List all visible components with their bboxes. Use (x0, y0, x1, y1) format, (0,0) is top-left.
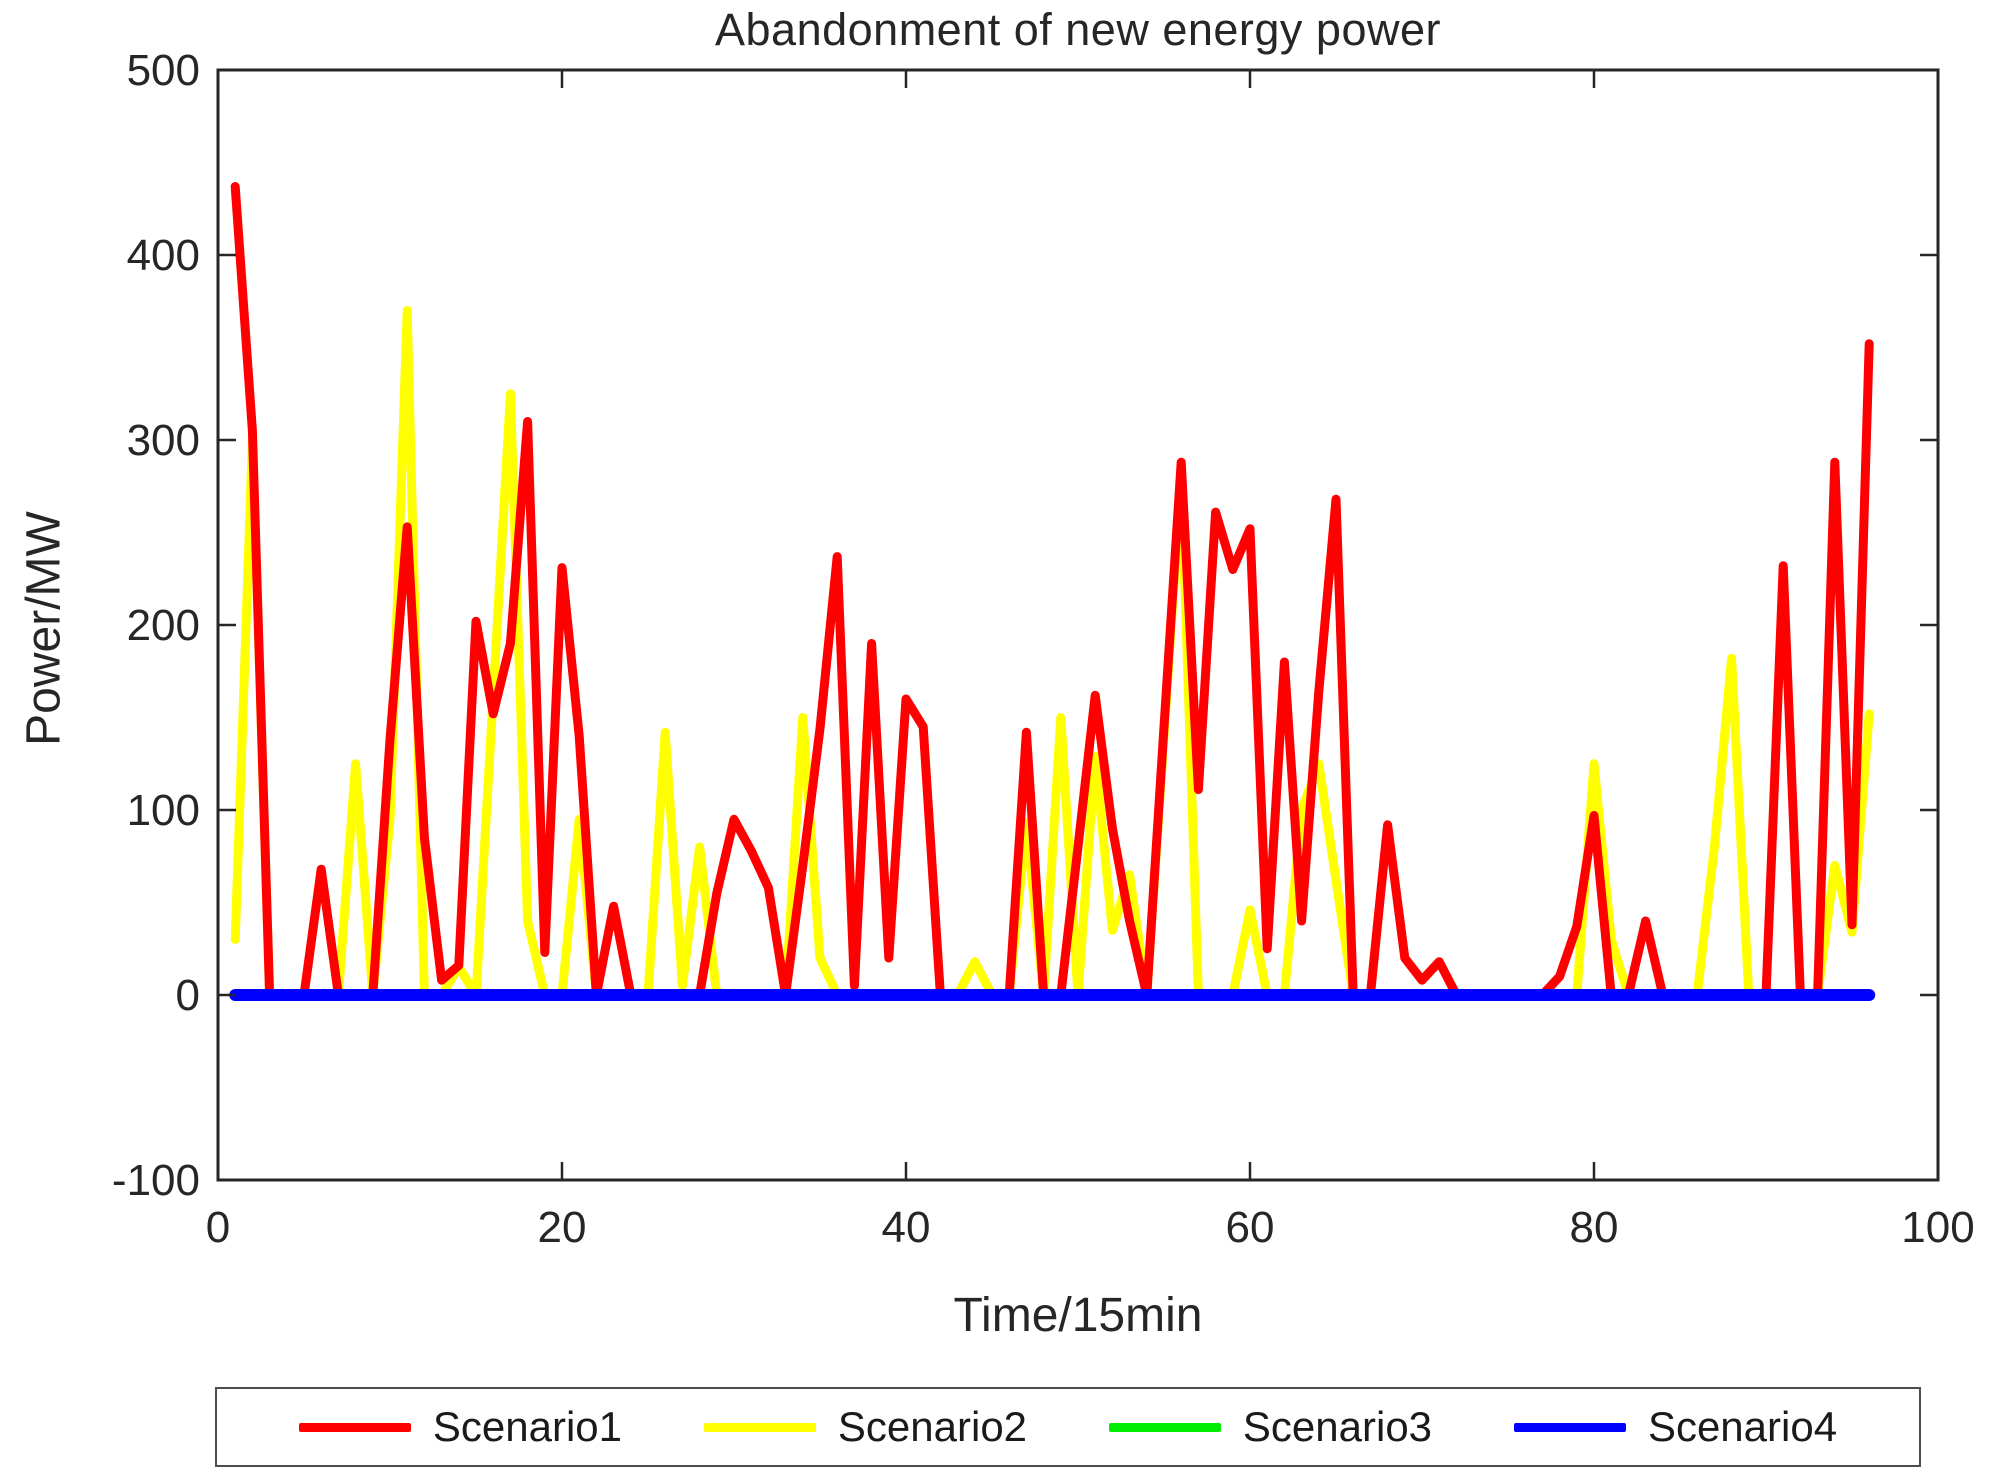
legend: Scenario1 Scenario2 Scenario3 Scenario4 (215, 1387, 1921, 1467)
x-tick-label: 40 (882, 1203, 931, 1252)
x-tick-label: 0 (206, 1203, 230, 1252)
legend-line-swatch (1513, 1422, 1626, 1432)
legend-line-swatch (298, 1422, 411, 1432)
y-tick-label: 500 (127, 46, 200, 95)
y-tick-label: 0 (176, 971, 200, 1020)
y-tick-label: 400 (127, 231, 200, 280)
x-tick-label: 60 (1226, 1203, 1275, 1252)
x-tick-label: 80 (1570, 1203, 1619, 1252)
legend-line-swatch (1108, 1422, 1221, 1432)
legend-item-scenario4: Scenario4 (1513, 1403, 1838, 1451)
legend-label: Scenario2 (837, 1403, 1028, 1450)
x-tick-label: 100 (1901, 1203, 1974, 1252)
legend-item-scenario3: Scenario3 (1108, 1403, 1433, 1451)
y-tick-label: 100 (127, 786, 200, 835)
x-axis-label: Time/15min (953, 1289, 1203, 1342)
legend-item-scenario2: Scenario2 (703, 1403, 1028, 1451)
y-tick-label: -100 (112, 1156, 200, 1205)
y-axis-label: Power/MW (17, 511, 71, 746)
legend-line-swatch (703, 1422, 816, 1432)
legend-label: Scenario1 (432, 1403, 623, 1450)
chart-title: Abandonment of new energy power (715, 4, 1441, 55)
series-line-scenario2 (230, 306, 1874, 1000)
legend-item-scenario1: Scenario1 (298, 1403, 623, 1451)
x-tick-label: 20 (538, 1203, 587, 1252)
legend-label: Scenario4 (1647, 1403, 1838, 1450)
legend-label: Scenario3 (1242, 1403, 1433, 1450)
y-tick-label: 200 (127, 601, 200, 650)
y-tick-label: 300 (127, 416, 200, 465)
